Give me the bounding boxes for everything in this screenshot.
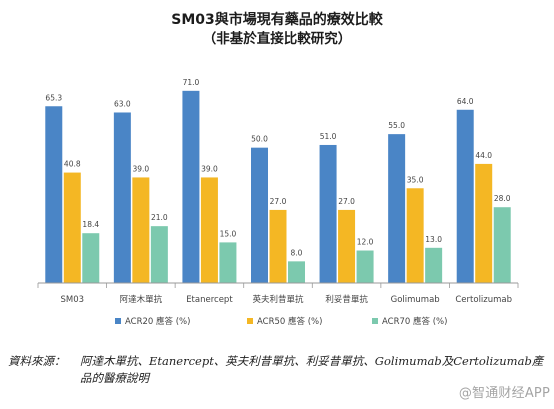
x-tick-label: Etanercept [186, 295, 233, 305]
bar [493, 207, 511, 283]
value-label: 64.0 [457, 97, 474, 106]
value-label: 27.0 [270, 197, 287, 206]
source-label: 資料來源： [8, 354, 66, 368]
bar [425, 247, 443, 283]
value-label: 21.0 [151, 213, 168, 222]
value-label: 12.0 [357, 238, 374, 247]
bar [406, 188, 424, 283]
value-label: 63.0 [114, 99, 131, 108]
bar [113, 112, 131, 283]
legend-swatch [247, 318, 253, 324]
source-text: 阿達木單抗、Etanercept、英夫利昔單抗、利妥昔單抗、Golimumab及… [80, 354, 544, 385]
bar [456, 109, 474, 283]
bar [132, 177, 150, 283]
value-label: 71.0 [183, 78, 200, 87]
value-label: 13.0 [425, 235, 442, 244]
bar [150, 226, 168, 283]
bar [319, 144, 337, 283]
x-tick-label: 英夫利昔單抗 [252, 294, 304, 305]
bar [251, 147, 268, 283]
bar [288, 261, 305, 283]
bar [82, 233, 100, 283]
value-label: 18.4 [82, 220, 99, 229]
value-label: 28.0 [494, 194, 511, 203]
bar [475, 163, 493, 283]
x-tick-label: Certolizumab [455, 295, 512, 305]
value-label: 35.0 [407, 175, 424, 184]
watermark: @智通财经APP [458, 386, 550, 401]
bar [388, 134, 406, 283]
bar [63, 172, 81, 283]
value-label: 51.0 [320, 132, 337, 141]
value-label: 27.0 [338, 197, 355, 206]
x-tick-label: SM03 [61, 295, 85, 305]
legend-swatch [115, 318, 121, 324]
bar [338, 209, 356, 283]
legend-label: ACR20 應答 (%) [125, 316, 190, 327]
x-tick-label: Golimumab [391, 295, 440, 305]
chart-subtitle: （非基於直接比較研究） [202, 31, 352, 47]
bar [356, 250, 374, 283]
value-label: 50.0 [251, 135, 268, 144]
value-label: 40.8 [64, 160, 81, 169]
bar [269, 209, 287, 283]
value-label: 39.0 [201, 164, 218, 173]
value-label: 65.3 [45, 93, 62, 102]
bar [200, 177, 218, 283]
x-tick-label: 阿達木單抗 [120, 294, 163, 305]
legend-label: ACR70 應答 (%) [382, 316, 447, 327]
bar [182, 90, 200, 284]
value-label: 39.0 [133, 164, 150, 173]
chart-title: SM03與市場現有藥品的療效比較 [171, 12, 383, 28]
bar-chart: 65.3 40.8 18.4 SM03 63.0 39.0 21.0 阿達木單抗 71.0 39.… [37, 78, 519, 327]
x-tick-label: 利妥昔單抗 [325, 294, 368, 305]
value-label: 44.0 [475, 151, 492, 160]
legend-swatch [372, 318, 378, 324]
legend-label: ACR50 應答 (%) [257, 316, 322, 327]
value-label: 55.0 [388, 121, 405, 130]
bar [45, 106, 63, 283]
value-label: 15.0 [220, 229, 237, 238]
bar [219, 242, 237, 283]
value-label: 8.0 [291, 248, 303, 257]
